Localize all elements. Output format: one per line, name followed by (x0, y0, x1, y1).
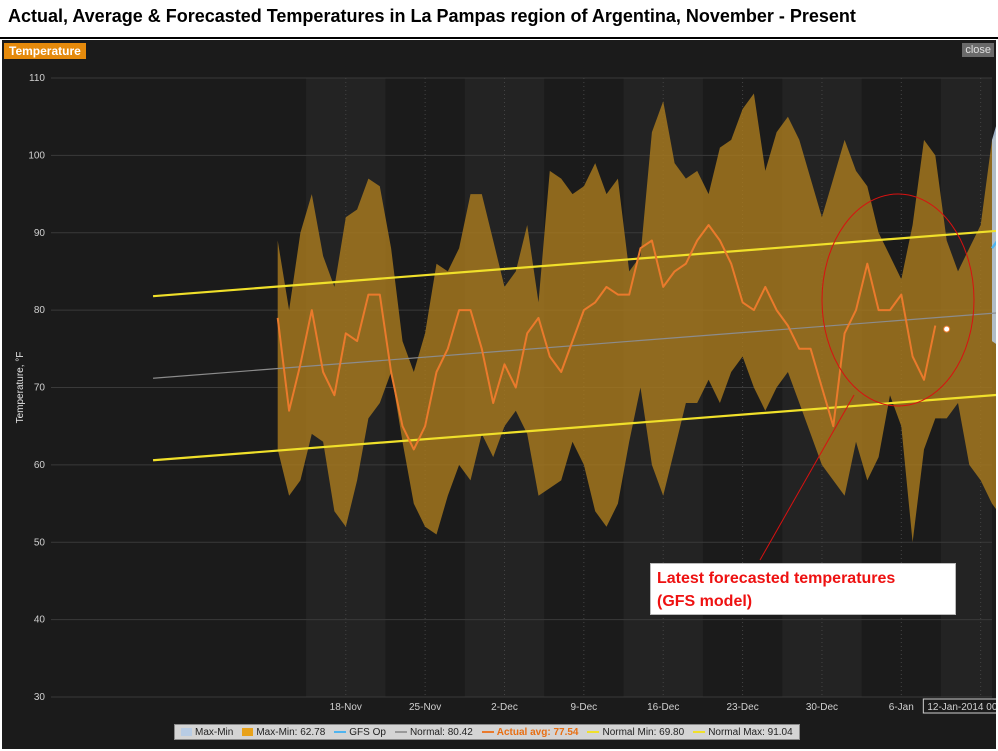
legend-label: Actual avg: 77.54 (496, 726, 579, 738)
legend-swatch (587, 731, 600, 733)
cursor-date-label: 12-Jan-2014 00:00 (927, 702, 996, 713)
temperature-chart: 30 40 50 60 70 80 90 100 110 18-Nov 25-Nov 2-Dec 9-D… (15, 73, 996, 714)
legend-swatch (181, 728, 192, 736)
y-tick-label: 110 (29, 73, 45, 84)
actual-max-min-band (277, 93, 996, 543)
cursor-date-box (922, 698, 996, 714)
legend-label: GFS Op (349, 726, 386, 738)
series-lines (152, 224, 996, 462)
y-tick-label: 60 (34, 460, 46, 471)
legend-item[interactable]: GFS Op (334, 727, 386, 738)
normal-min-line (152, 393, 996, 462)
annotation-line-2: (GFS model) (657, 593, 753, 610)
legend-swatch (242, 728, 254, 736)
legend-item[interactable]: Normal Min: 69.80 (587, 727, 684, 738)
current-point-marker (943, 325, 951, 333)
x-tick-label: 30-Dec (806, 702, 838, 713)
annotation-line-1: Latest forecasted temperatures (657, 570, 896, 587)
y-tick-label: 50 (34, 537, 46, 548)
x-tick-label: 25-Nov (409, 702, 441, 713)
x-tick-label: 18-Nov (330, 702, 362, 713)
x-tick-label: 9-Dec (571, 702, 598, 713)
chart-legend: Max-Min Max-Min: 62.78 GFS Op Normal: 80.42… (174, 724, 800, 740)
legend-swatch (693, 731, 706, 733)
normal-max-line (152, 229, 996, 298)
y-tick-label: 80 (34, 305, 46, 316)
actual-avg-line (276, 224, 937, 451)
legend-label: Normal Min: 69.80 (602, 726, 685, 738)
y-tick-label: 30 (34, 692, 46, 703)
annotation-pointer (759, 394, 855, 561)
temperature-tab[interactable]: Temperature (4, 43, 86, 59)
legend-item[interactable]: Actual avg: 77.54 (481, 726, 579, 738)
y-tick-label: 100 (28, 150, 45, 161)
forecast-max-min-band (992, 126, 996, 344)
legend-item[interactable]: Normal: 80.42 (394, 726, 473, 738)
legend-swatch (334, 731, 347, 733)
legend-item[interactable]: Max-Min: 62.78 (242, 727, 325, 738)
legend-label: Max-Min: 62.78 (256, 726, 326, 738)
x-tick-label: 16-Dec (647, 702, 679, 713)
x-tick-label: 6-Jan (889, 702, 914, 713)
legend-swatch (481, 731, 494, 733)
y-tick-label: 40 (34, 615, 46, 626)
legend-swatch (394, 731, 407, 733)
title-divider (0, 37, 998, 39)
axes: 30 40 50 60 70 80 90 100 110 18-Nov 25-Nov 2-Dec 9-D… (15, 73, 996, 714)
forecast-highlight-ellipse (821, 193, 975, 407)
normal-line (152, 312, 996, 379)
legend-item[interactable]: Max-Min (181, 727, 233, 738)
legend-label: Normal Max: 91.04 (708, 726, 793, 738)
close-button[interactable]: close (962, 43, 994, 57)
x-tick-label: 23-Dec (726, 702, 758, 713)
y-axis-label: Temperature, °F (15, 352, 26, 424)
x-tick-label: 2-Dec (491, 702, 518, 713)
max-min-bands (277, 93, 996, 543)
chart-panel: 30 40 50 60 70 80 90 100 110 18-Nov 25-Nov 2-Dec 9-D… (2, 40, 996, 749)
page-title: Actual, Average & Forecasted Temperature… (8, 6, 856, 26)
y-tick-label: 70 (34, 383, 46, 394)
markers (759, 193, 975, 561)
y-tick-label: 90 (34, 228, 46, 239)
legend-item[interactable]: Normal Max: 91.04 (693, 726, 793, 738)
legend-label: Max-Min (195, 726, 234, 738)
legend-label: Normal: 80.42 (409, 726, 473, 738)
forecast-annotation: Latest forecasted temperatures (GFS mode… (650, 563, 956, 615)
